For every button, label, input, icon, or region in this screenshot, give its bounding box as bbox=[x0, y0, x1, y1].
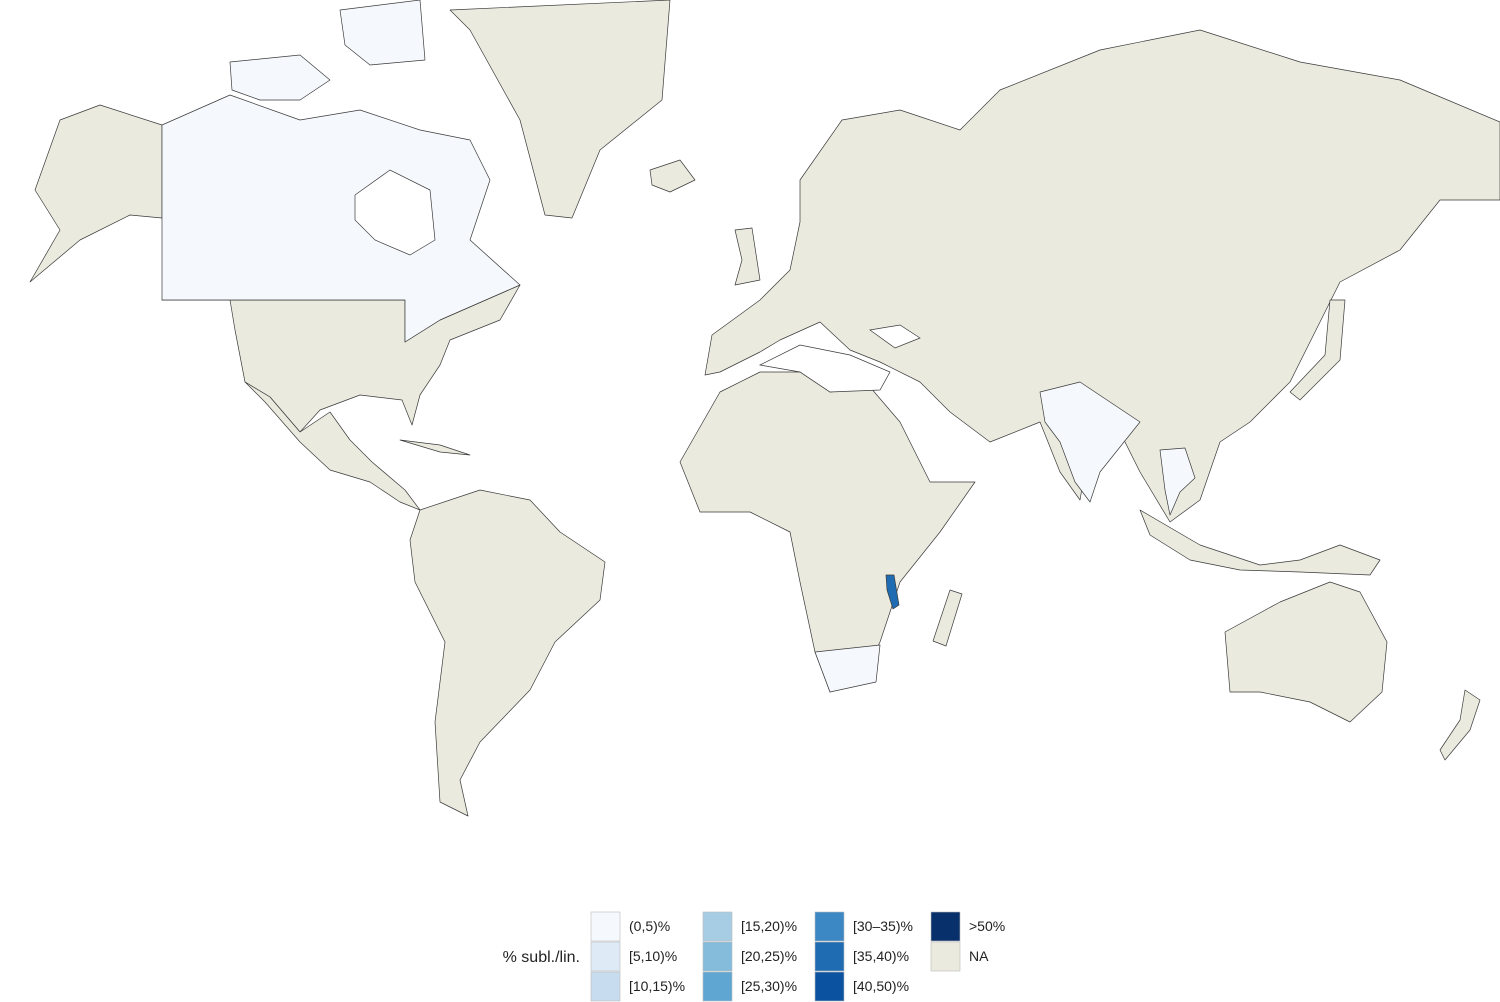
new-zealand bbox=[1439, 689, 1481, 761]
legend: % subl./lin. (0,5)% [5,10)% [10,15)% [15,20… bbox=[503, 911, 1005, 1002]
malawi bbox=[885, 574, 900, 610]
south-america bbox=[409, 489, 606, 817]
legend-label: (0,5)% bbox=[629, 918, 670, 934]
canada-islands bbox=[229, 0, 426, 101]
legend-label: [25,30)% bbox=[741, 978, 797, 994]
africa bbox=[679, 371, 976, 693]
legend-label: [30–35)% bbox=[853, 918, 913, 934]
central-america bbox=[244, 381, 421, 511]
britain bbox=[734, 227, 761, 286]
legend-label: [10,15)% bbox=[629, 978, 685, 994]
legend-label: >50% bbox=[969, 918, 1005, 934]
legend-title: % subl./lin. bbox=[503, 949, 580, 966]
legend-swatch bbox=[590, 971, 621, 1002]
thailand bbox=[1159, 447, 1196, 516]
australia bbox=[1224, 581, 1388, 723]
mediterranean bbox=[758, 344, 891, 393]
black-sea bbox=[869, 324, 921, 349]
legend-label: [35,40)% bbox=[853, 948, 909, 964]
eurasia bbox=[704, 29, 1500, 523]
india bbox=[1039, 381, 1141, 503]
countries bbox=[29, 0, 1500, 817]
madagascar bbox=[932, 589, 963, 647]
legend-label: NA bbox=[969, 948, 989, 964]
legend-swatch bbox=[814, 941, 845, 972]
hudson-bay bbox=[354, 169, 436, 256]
legend-label: [5,10)% bbox=[629, 948, 677, 964]
greenland bbox=[449, 0, 671, 219]
canada bbox=[161, 94, 521, 343]
legend-label: [20,25)% bbox=[741, 948, 797, 964]
legend-swatch bbox=[814, 911, 845, 942]
legend-swatch bbox=[590, 911, 621, 942]
legend-swatch bbox=[930, 911, 961, 942]
legend-label: [40,50)% bbox=[853, 978, 909, 994]
caribbean bbox=[399, 439, 471, 456]
japan bbox=[1289, 299, 1346, 401]
south-africa bbox=[814, 644, 881, 693]
iceland bbox=[649, 159, 696, 193]
legend-swatch bbox=[814, 971, 845, 1002]
legend-swatch bbox=[702, 971, 733, 1002]
legend-label: [15,20)% bbox=[741, 918, 797, 934]
legend-swatch bbox=[702, 911, 733, 942]
legend-swatch bbox=[590, 941, 621, 972]
alaska bbox=[29, 104, 163, 283]
indonesia bbox=[1139, 509, 1381, 576]
legend-swatch bbox=[930, 941, 961, 972]
legend-swatch bbox=[702, 941, 733, 972]
